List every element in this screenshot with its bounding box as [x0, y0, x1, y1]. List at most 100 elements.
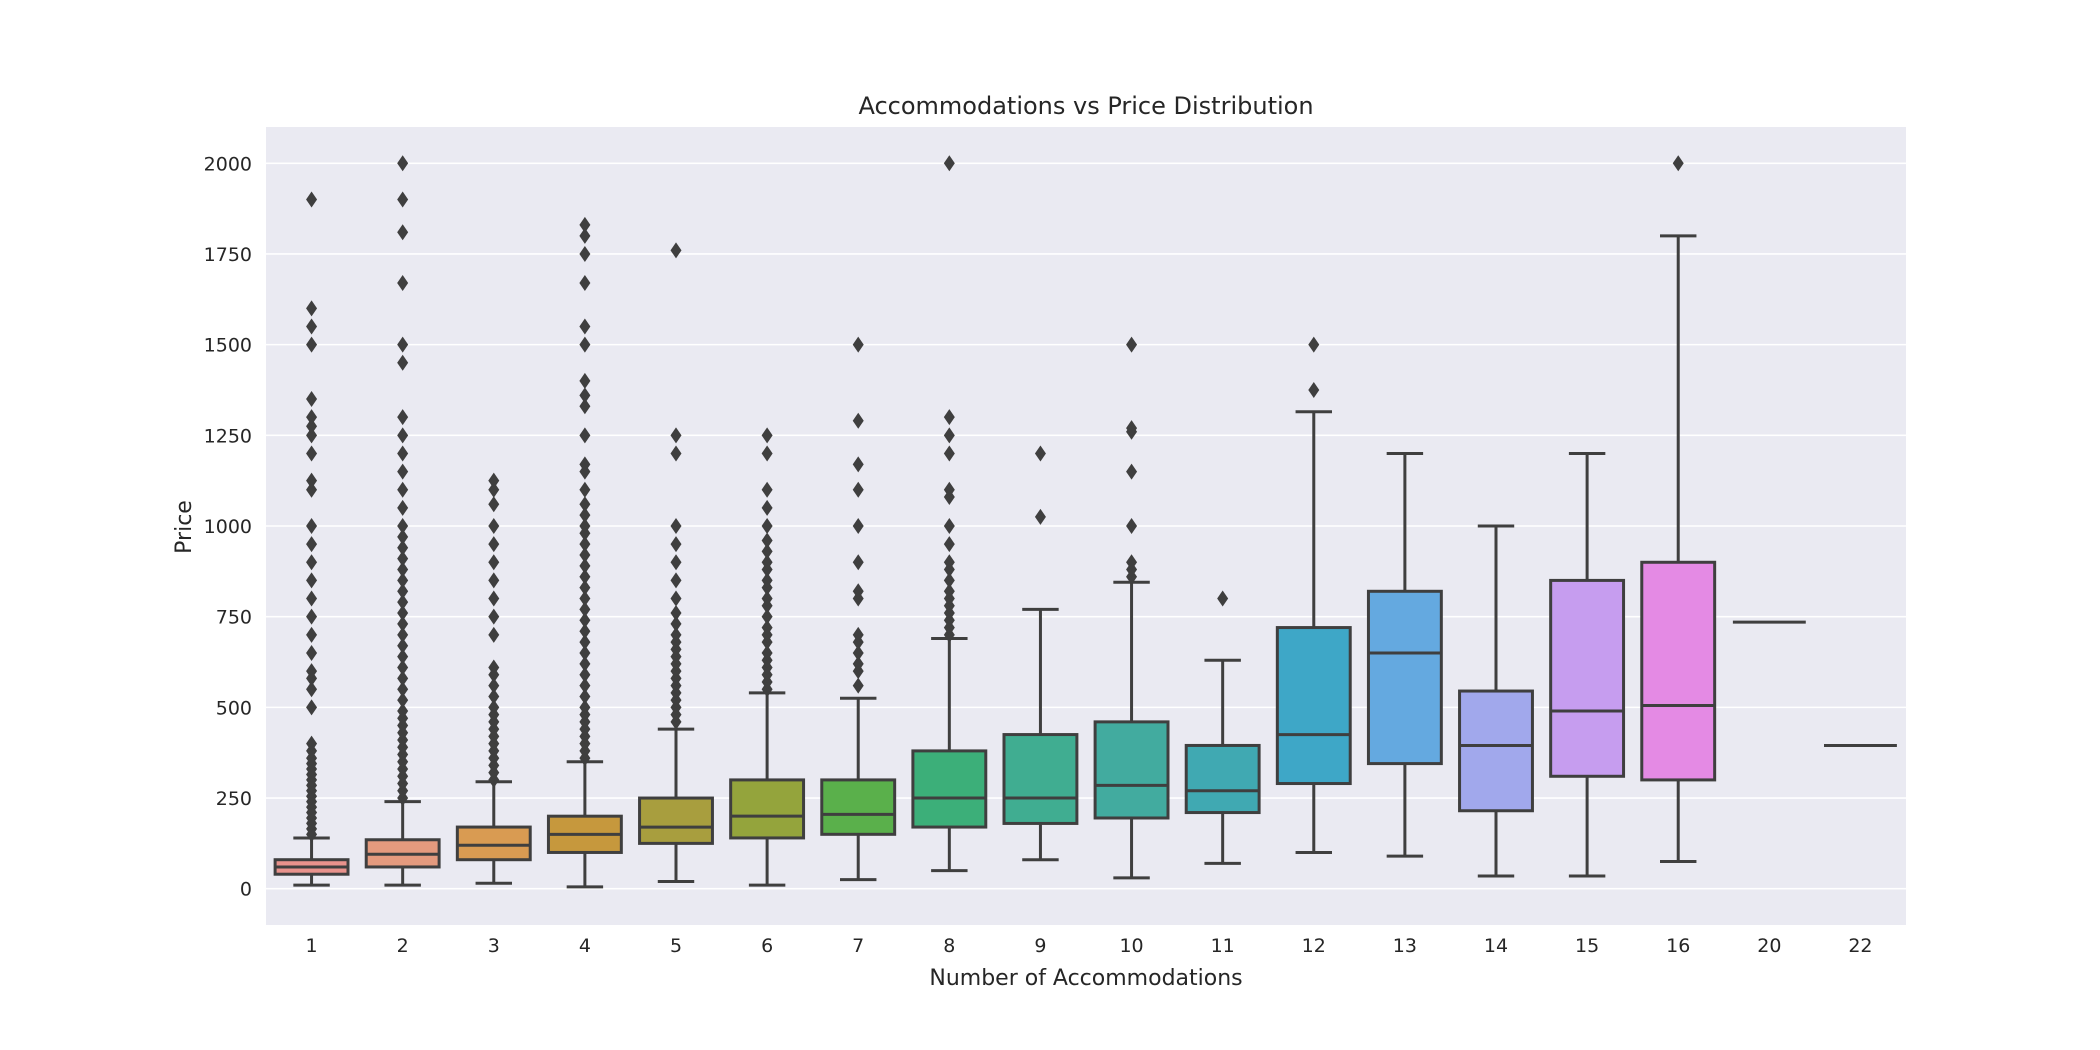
outlier-point: [670, 605, 682, 622]
outlier-point: [579, 688, 591, 705]
outlier-point: [488, 608, 500, 625]
outlier-point: [306, 445, 318, 462]
box-group-14: [1458, 524, 1534, 878]
outlier-point: [852, 336, 864, 353]
x-axis-label: Number of Accommodations: [929, 966, 1242, 991]
outlier-point: [397, 499, 409, 516]
outlier-point: [852, 583, 864, 600]
outlier-point: [397, 615, 409, 632]
box-group-16: [1640, 155, 1717, 864]
x-tick-label: 13: [1393, 935, 1417, 957]
outlier-point: [397, 583, 409, 600]
box-group-8: [911, 155, 988, 873]
outlier-point: [397, 463, 409, 480]
y-tick-label: 1000: [204, 516, 252, 538]
outlier-point: [397, 155, 409, 172]
box-iqr: [1366, 589, 1443, 766]
y-tick-label: 1750: [204, 244, 252, 266]
outlier-point: [488, 677, 500, 694]
outlier-point: [397, 409, 409, 426]
outlier-point: [306, 318, 318, 335]
outlier-point: [397, 681, 409, 698]
outlier-point: [1126, 518, 1138, 534]
outlier-point: [579, 655, 591, 672]
y-tick-label: 250: [216, 788, 252, 810]
box-group-15: [1549, 451, 1626, 878]
outlier-point: [306, 663, 318, 680]
chart-title: Accommodations vs Price Distribution: [858, 92, 1313, 120]
outlier-point: [670, 518, 682, 534]
outlier-point: [761, 572, 773, 589]
outlier-point: [579, 398, 591, 415]
outlier-point: [397, 626, 409, 643]
x-tick-label: 7: [852, 935, 864, 957]
box-group-7: [820, 336, 897, 882]
x-tick-label: 8: [943, 935, 955, 957]
outlier-point: [488, 481, 500, 498]
outlier-point: [852, 518, 864, 534]
outlier-point: [306, 681, 318, 698]
box-iqr: [911, 749, 988, 829]
outlier-point: [397, 528, 409, 545]
outlier-point: [761, 590, 773, 607]
outlier-point: [397, 659, 409, 676]
box-group-9: [1002, 445, 1079, 862]
outlier-point: [579, 568, 591, 585]
outlier-point: [761, 499, 773, 516]
box-series: [273, 155, 1897, 889]
box-group-11: [1184, 590, 1261, 865]
outlier-point: [1126, 463, 1138, 480]
outlier-point: [670, 572, 682, 589]
outlier-point: [579, 318, 591, 335]
outlier-point: [579, 634, 591, 651]
outlier-point: [579, 372, 591, 389]
outlier-point: [670, 554, 682, 571]
outlier-point: [488, 699, 500, 716]
outlier-point: [488, 626, 500, 643]
outlier-point: [761, 518, 773, 534]
outlier-point: [761, 608, 773, 625]
outlier-point: [397, 224, 409, 241]
box-iqr: [820, 778, 897, 836]
box-iqr: [1458, 689, 1534, 813]
outlier-point: [943, 409, 955, 426]
outlier-point: [306, 554, 318, 571]
outlier-point: [852, 412, 864, 429]
x-tick-label: 4: [579, 935, 591, 957]
outlier-point: [306, 699, 318, 716]
box-iqr: [638, 796, 714, 845]
x-tick-label: 14: [1484, 935, 1508, 957]
outlier-point: [1034, 508, 1046, 525]
outlier-point: [943, 155, 955, 172]
outlier-point: [306, 191, 318, 208]
outlier-point: [1126, 420, 1138, 437]
outlier-point: [397, 594, 409, 611]
box-iqr: [1093, 720, 1170, 820]
outlier-point: [579, 644, 591, 661]
outlier-point: [488, 659, 500, 676]
outlier-point: [579, 699, 591, 716]
outlier-point: [306, 472, 318, 489]
outlier-point: [488, 572, 500, 589]
outlier-point: [488, 688, 500, 705]
outlier-point: [943, 572, 955, 589]
x-tick-label: 5: [670, 935, 682, 957]
outlier-point: [761, 427, 773, 444]
outlier-point: [852, 554, 864, 571]
outlier-point: [761, 543, 773, 560]
outlier-point: [852, 655, 864, 672]
x-tick-label: 10: [1119, 935, 1143, 957]
y-tick-label: 750: [216, 607, 252, 629]
outlier-point: [397, 518, 409, 534]
outlier-point: [761, 532, 773, 549]
outlier-point: [1126, 336, 1138, 353]
outlier-point: [397, 336, 409, 353]
outlier-point: [852, 677, 864, 694]
outlier-point: [579, 579, 591, 596]
x-axis-ticks: 1 2 3 4 5 6 7 8 9 10 11 12 13 14 15 16 20 22: [306, 935, 1873, 957]
outlier-point: [397, 702, 409, 719]
outlier-point: [852, 644, 864, 661]
outlier-point: [579, 623, 591, 640]
box-iqr: [455, 825, 532, 862]
outlier-point: [397, 648, 409, 665]
